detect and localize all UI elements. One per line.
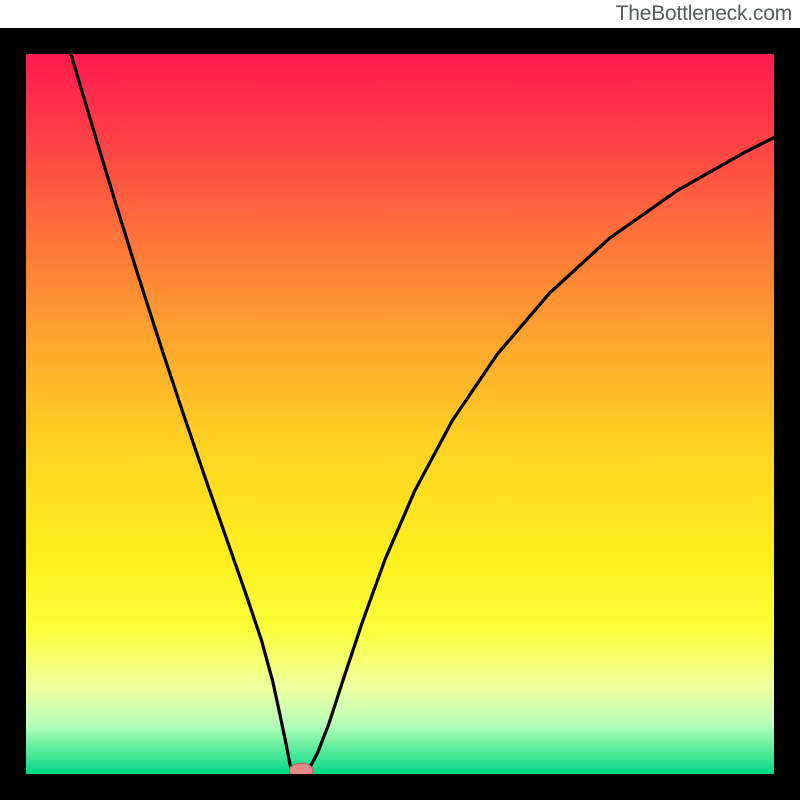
bottleneck-chart <box>0 28 800 800</box>
gradient-background <box>26 54 774 774</box>
chart-frame: TheBottleneck.com <box>0 0 800 800</box>
plot-container <box>0 28 800 800</box>
watermark-text: TheBottleneck.com <box>616 2 792 26</box>
